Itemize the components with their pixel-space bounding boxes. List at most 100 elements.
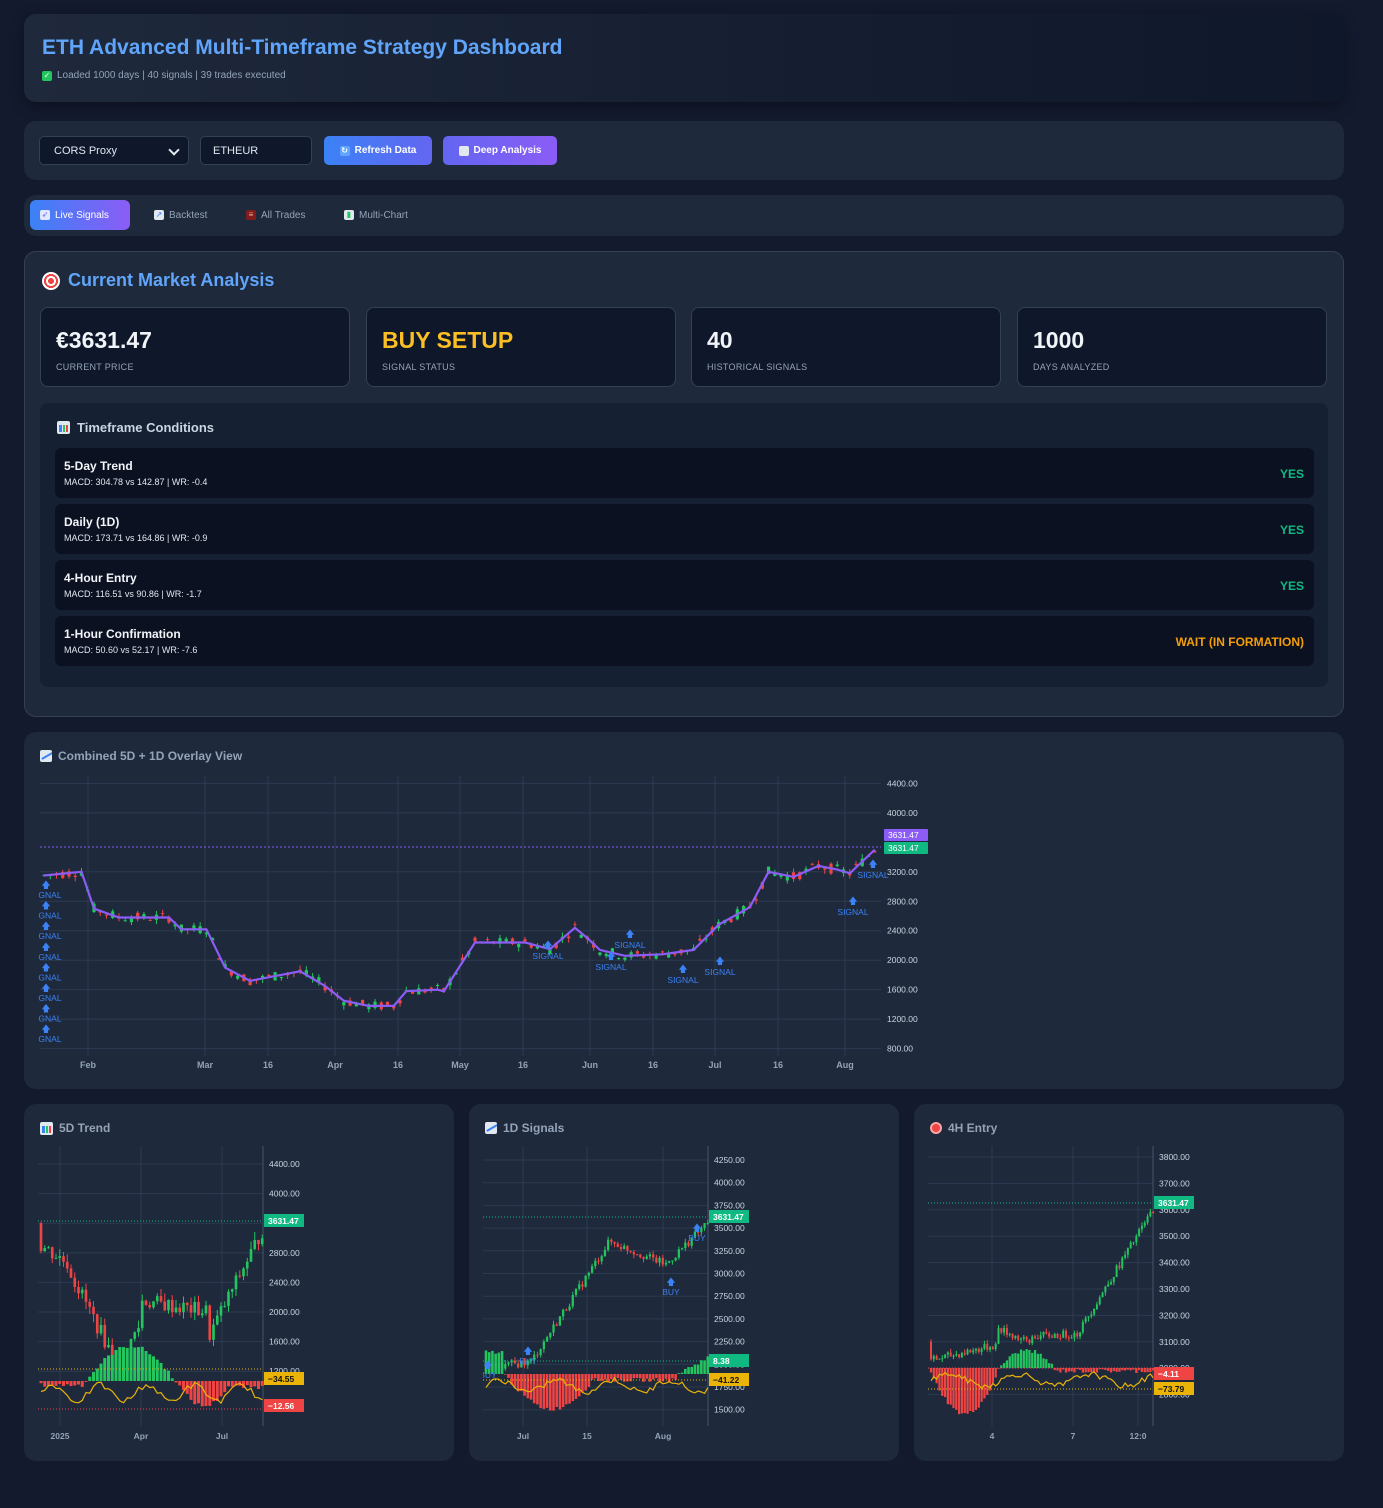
tab-live-signals[interactable]: ➶ Live Signals (30, 200, 130, 230)
histogram-bar (671, 1374, 674, 1379)
signal-arrow: 🡅 (543, 940, 552, 950)
candle-body (159, 1296, 163, 1302)
histogram-bar (1067, 1368, 1070, 1372)
histogram-bar (118, 1347, 122, 1381)
histogram-bar (133, 1347, 137, 1381)
candle-body (178, 1307, 182, 1313)
histogram-bar (80, 1381, 84, 1387)
candle-body (498, 938, 502, 944)
histogram-bar (1081, 1368, 1084, 1373)
tab-backtest[interactable]: ↗ Backtest (144, 200, 217, 230)
candle-body (510, 1360, 513, 1363)
candle-body (1050, 1336, 1053, 1338)
candle-body (986, 1343, 989, 1350)
candle-body (548, 949, 552, 955)
y-tick-label: 4400.00 (887, 778, 918, 788)
tab-multi-chart[interactable]: ▮ Multi-Chart (334, 200, 418, 230)
signal-label: GNAL (38, 931, 61, 941)
histogram-bar (952, 1368, 955, 1409)
candle-body (545, 1337, 549, 1342)
histogram-bar (597, 1374, 600, 1382)
condition-row: 1-Hour Confirmation MACD: 50.60 vs 52.17… (55, 616, 1314, 666)
candle-body (99, 1324, 103, 1334)
histogram-bar (651, 1374, 655, 1380)
candle-body (642, 1257, 645, 1259)
chart-title-text: 5D Trend (59, 1121, 111, 1135)
candle-body (1008, 1334, 1011, 1336)
histogram-bar (1014, 1353, 1017, 1368)
x-tick-label: 16 (648, 1060, 658, 1070)
candle-body (684, 1242, 687, 1249)
histogram-bar (568, 1374, 571, 1404)
candle-body (104, 914, 109, 916)
candle-body (1036, 1338, 1039, 1340)
histogram-bar (520, 1374, 523, 1392)
candle-body (1104, 1286, 1107, 1293)
candle-body (658, 1257, 661, 1263)
chart-1d-signals-panel: 1D Signals Jul 15 Aug 4250.00 4000.00 3750.00… (469, 1104, 899, 1461)
candle-body (700, 1227, 703, 1233)
candle-body (610, 1239, 613, 1243)
candle-body (204, 1305, 208, 1314)
histogram-bar (69, 1381, 73, 1387)
symbol-input[interactable] (200, 136, 312, 165)
candle-body (766, 866, 771, 874)
histogram-bar (507, 1374, 510, 1379)
candle-body (579, 934, 583, 938)
histogram-bar (178, 1381, 182, 1386)
histogram-bar (260, 1381, 264, 1386)
candle-body (1095, 1304, 1098, 1309)
data-source-select[interactable]: CORS Proxy (39, 136, 189, 165)
overlay-chart[interactable]: Feb Mar 16 Apr 16 May 16 Jun 16 Jul 16 Aug 4400.00 40… (38, 776, 958, 1086)
chart-title-text: 4H Entry (948, 1121, 998, 1135)
candle-body (267, 975, 271, 977)
histogram-bar (487, 1352, 491, 1374)
histogram-bar (703, 1360, 706, 1374)
candle-body (373, 1001, 377, 1008)
y-tick-label: 4000.00 (887, 808, 918, 818)
histogram-bar (234, 1381, 238, 1386)
signal-arrow: 🡅 (606, 951, 615, 961)
y-tick-label: 2750.00 (714, 1291, 745, 1301)
candle-body (1112, 1276, 1115, 1283)
candle-body (73, 1277, 77, 1288)
candle-body (597, 1260, 600, 1262)
histogram-bar (960, 1368, 964, 1414)
histogram-bar (932, 1368, 935, 1379)
histogram-bar (62, 1381, 65, 1387)
candle-body (1045, 1331, 1048, 1334)
candle-body (791, 872, 796, 879)
chart-1d-signals[interactable]: Jul 15 Aug 4250.00 4000.00 3750.00 3500.00 3250… (483, 1146, 783, 1451)
candle-body (804, 868, 808, 872)
histogram-bar (129, 1347, 133, 1381)
candle-body (549, 1332, 552, 1338)
candle-body (642, 955, 646, 958)
condition-row: 5-Day Trend MACD: 304.78 vs 142.87 | WR:… (55, 448, 1314, 498)
histogram-bar (1011, 1353, 1014, 1368)
histogram-bar (92, 1372, 95, 1381)
tab-all-trades[interactable]: ≡ All Trades (236, 200, 315, 230)
x-tick-label: Jul (216, 1431, 228, 1441)
candle-body (619, 1247, 623, 1249)
candle-body (47, 1247, 50, 1249)
y-tick-label: 800.00 (887, 1044, 913, 1054)
candle-body (568, 1306, 571, 1311)
candle-body (938, 1358, 941, 1360)
candle-body (253, 1239, 257, 1249)
chart-4h-entry[interactable]: 4 7 12:0 3800.00 3700.00 3600.00 3500.00 3400.0… (928, 1146, 1228, 1451)
histogram-bar (632, 1374, 636, 1379)
refresh-data-button[interactable]: ↻ Refresh Data (324, 136, 432, 165)
candle-body (161, 913, 165, 915)
deep-analysis-button[interactable]: Deep Analysis (443, 136, 557, 165)
histogram-bar (193, 1381, 197, 1405)
load-status-text: Loaded 1000 days | 40 signals | 39 trade… (57, 70, 286, 81)
histogram-bar (1053, 1368, 1056, 1371)
line-chart-icon (40, 750, 52, 762)
condition-name: 1-Hour Confirmation (64, 627, 181, 641)
histogram-bar (606, 1374, 610, 1382)
histogram-bar (1064, 1368, 1068, 1373)
chart-5d-trend[interactable]: 2025AprJul4400.004000.003200.002800.0024… (38, 1146, 338, 1451)
value-tag-label: −4.11 (1158, 1369, 1179, 1379)
signal-label: GNAL (38, 952, 61, 962)
y-tick-label: 2400.00 (269, 1277, 300, 1287)
